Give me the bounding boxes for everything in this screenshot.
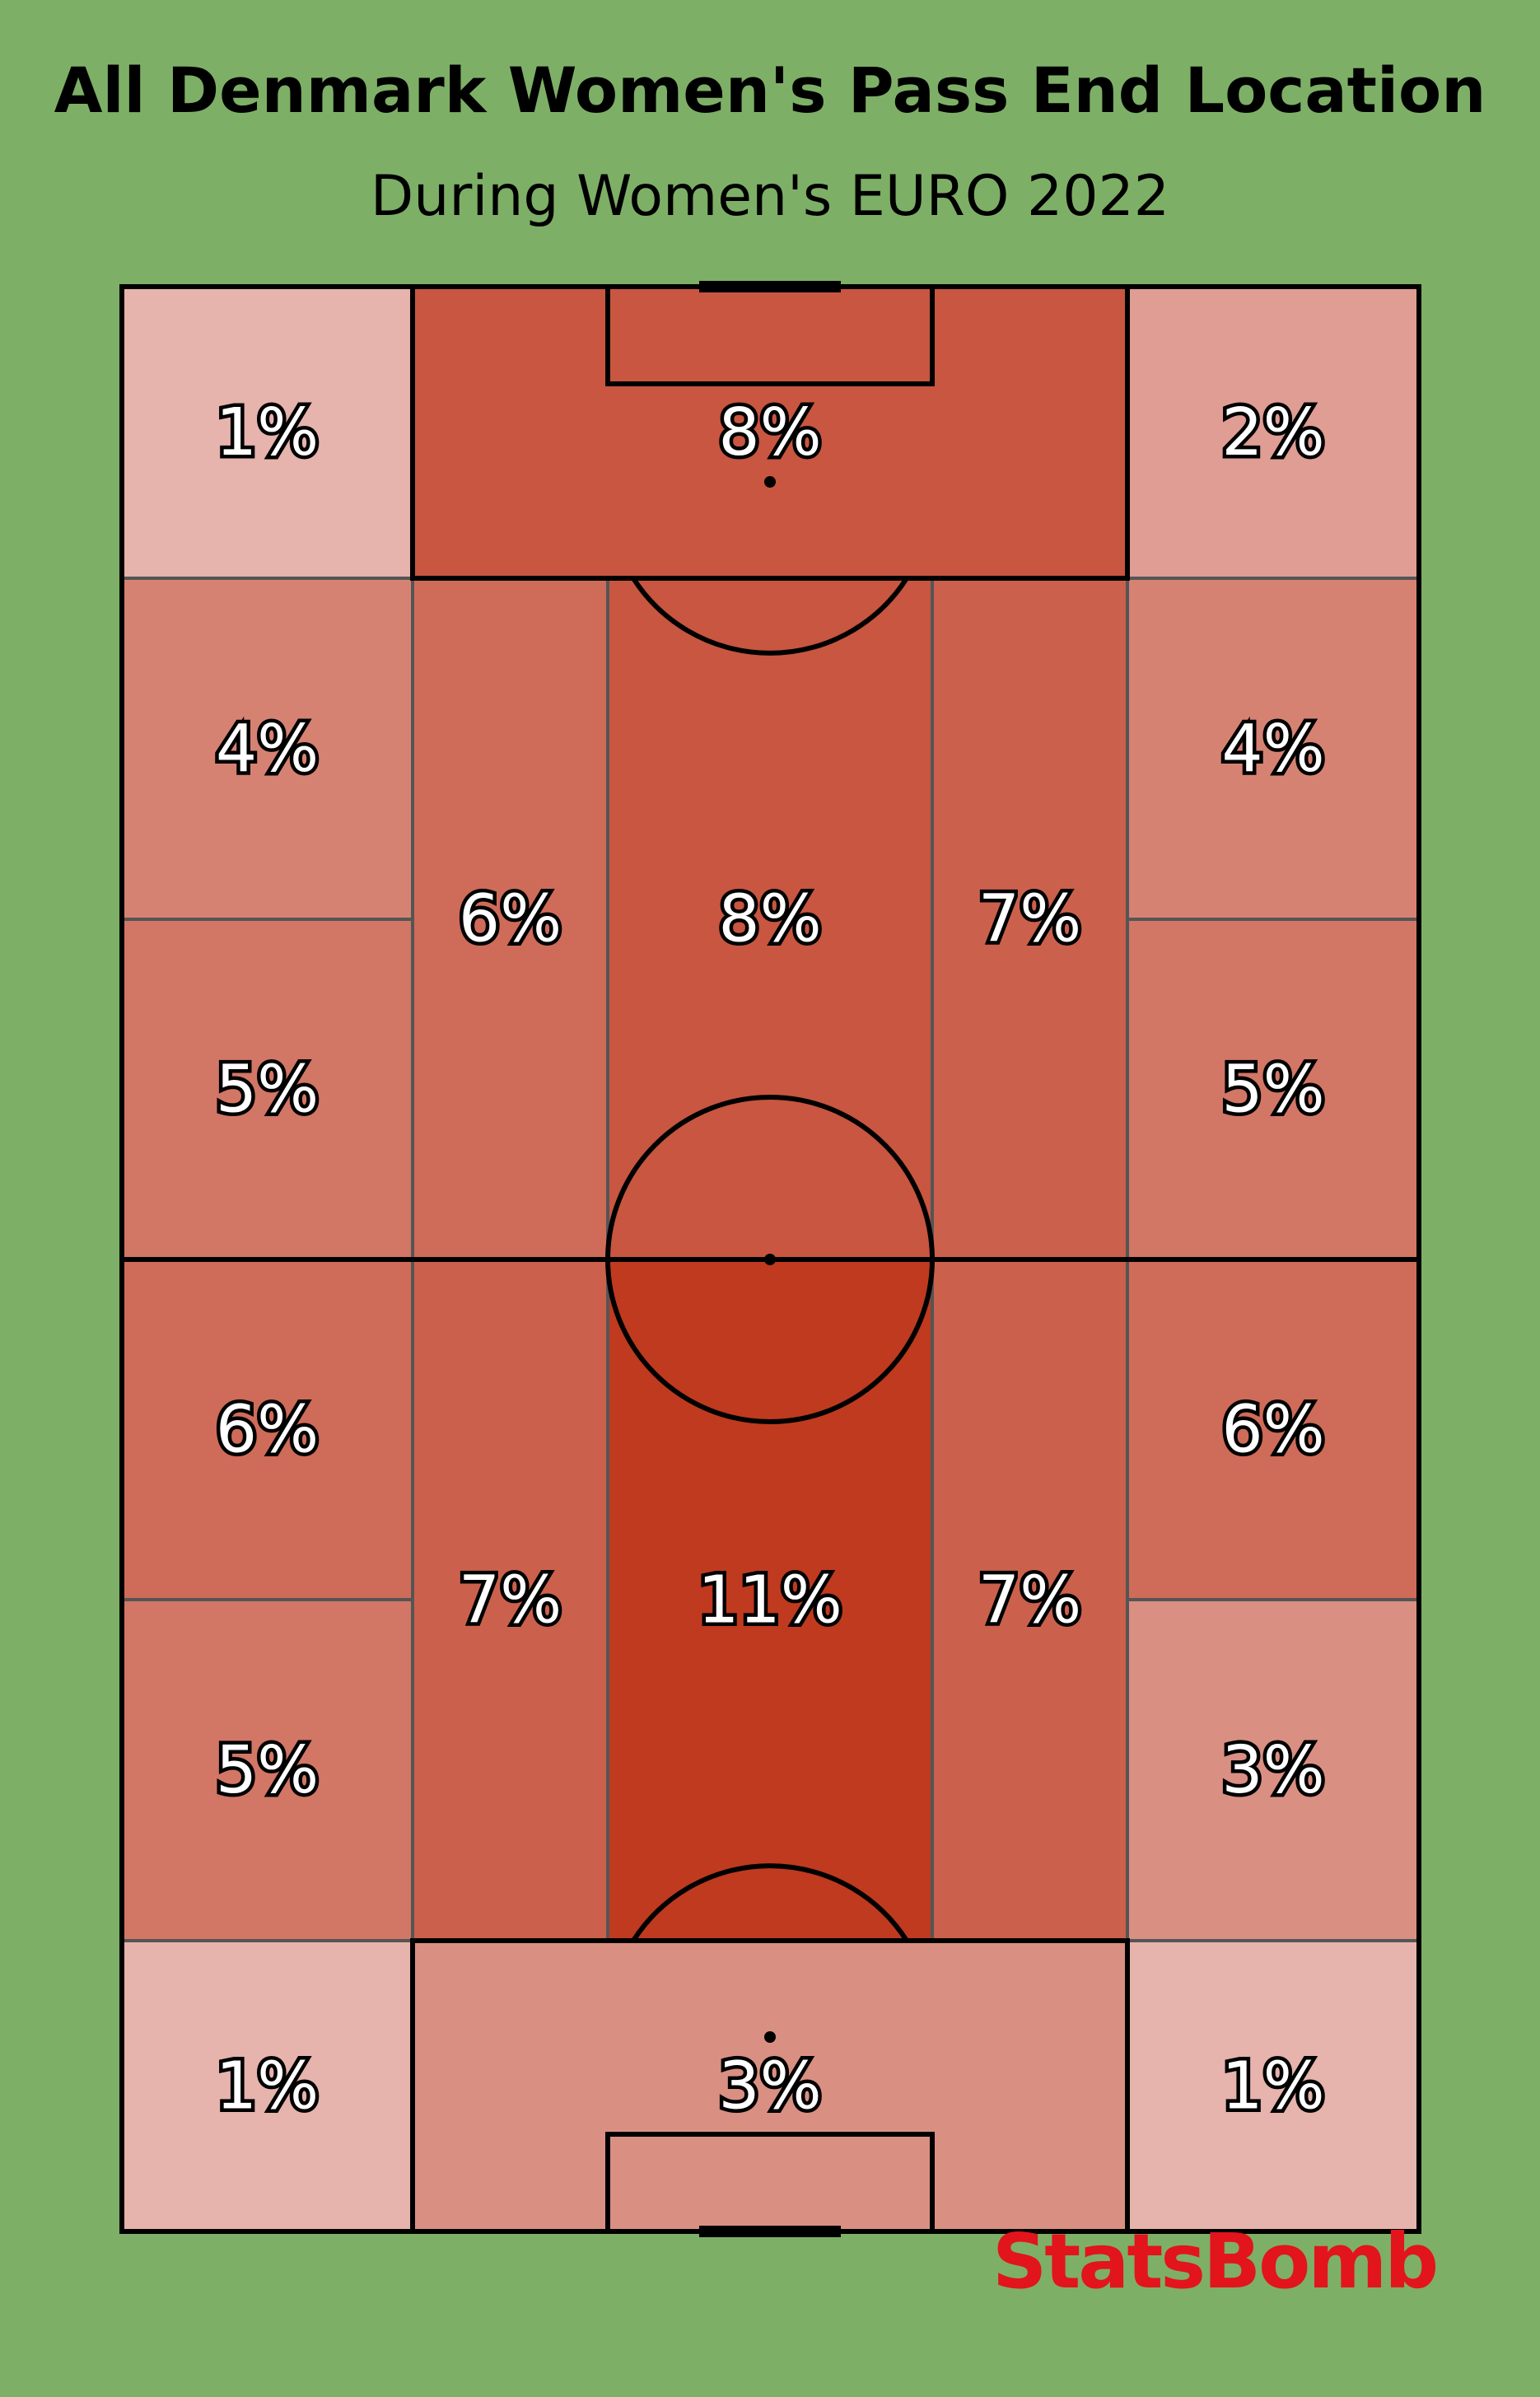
zone-label-upper-right-wing-bottom: 5% [1221, 1052, 1324, 1128]
zone-label-bottom-right-corner: 1% [1221, 2049, 1324, 2124]
zone-label-lower-left-wing-bottom: 5% [216, 1732, 319, 1808]
zone-upper-center [606, 577, 934, 1261]
bottom-goal [699, 2226, 841, 2237]
zone-label-top-right-corner: 2% [1221, 395, 1324, 470]
bottom-penalty-arc [631, 1863, 909, 1942]
zone-label-upper-right-wing-top: 4% [1221, 711, 1324, 787]
zone-upper-left-halfspace [411, 577, 609, 1261]
zones-layer [120, 285, 1421, 2233]
zone-label-lower-center: 11% [698, 1563, 842, 1638]
zone-label-lower-left-wing-top: 6% [216, 1392, 319, 1468]
zone-label-top-left-corner: 1% [216, 395, 319, 470]
zone-lower-left-wing-bottom [120, 1598, 414, 1942]
zone-label-top-box: 8% [718, 395, 821, 470]
zone-upper-left-wing-top [120, 577, 414, 921]
zone-labels: 1% 8% 2% 4% 5% 6% 8% 7% 4% 5% 6% 5% 7% 11% 7% 6% 3% 1% 3% 1… [212, 391, 1328, 2128]
center-spot [764, 1254, 776, 1265]
zone-label-lower-right-halfspace: 7% [978, 1563, 1081, 1638]
zone-upper-left-wing-bottom [120, 918, 414, 1261]
zone-upper-right-halfspace [931, 577, 1129, 1261]
pitch-lines [119, 281, 1421, 2237]
zone-label-lower-right-wing-bottom: 3% [1221, 1732, 1324, 1808]
zone-bottom-left-corner [120, 1939, 414, 2233]
top-goal [699, 281, 841, 292]
zone-label-bottom-left-corner: 1% [216, 2049, 319, 2124]
zone-label-upper-left-halfspace: 6% [459, 881, 562, 957]
zone-upper-right-wing-bottom [1126, 918, 1421, 1261]
bottom-penalty-spot [764, 2031, 776, 2043]
zone-label-bottom-box: 3% [718, 2049, 821, 2124]
center-circle [605, 1095, 935, 1424]
zone-label-upper-left-wing-top: 4% [216, 711, 319, 787]
zone-lower-right-wing-bottom [1126, 1598, 1421, 1942]
zone-label-upper-right-halfspace: 7% [978, 881, 1081, 957]
top-penalty-arc [631, 577, 909, 656]
zone-label-upper-center: 8% [718, 881, 821, 957]
chart-subtitle: During Women's EURO 2022 [370, 164, 1170, 229]
zone-lower-center [606, 1258, 934, 1942]
zone-lower-left-halfspace [411, 1258, 609, 1942]
statsbomb-logo: StatsBomb [992, 2217, 1439, 2306]
top-penalty-spot [764, 476, 776, 488]
zone-label-upper-left-wing-bottom: 5% [216, 1052, 319, 1128]
zone-label-lower-left-halfspace: 7% [459, 1563, 562, 1638]
chart-title: All Denmark Women's Pass End Location [54, 54, 1486, 127]
zone-lower-left-wing-top [120, 1258, 414, 1601]
zone-label-lower-right-wing-top: 6% [1221, 1392, 1324, 1468]
